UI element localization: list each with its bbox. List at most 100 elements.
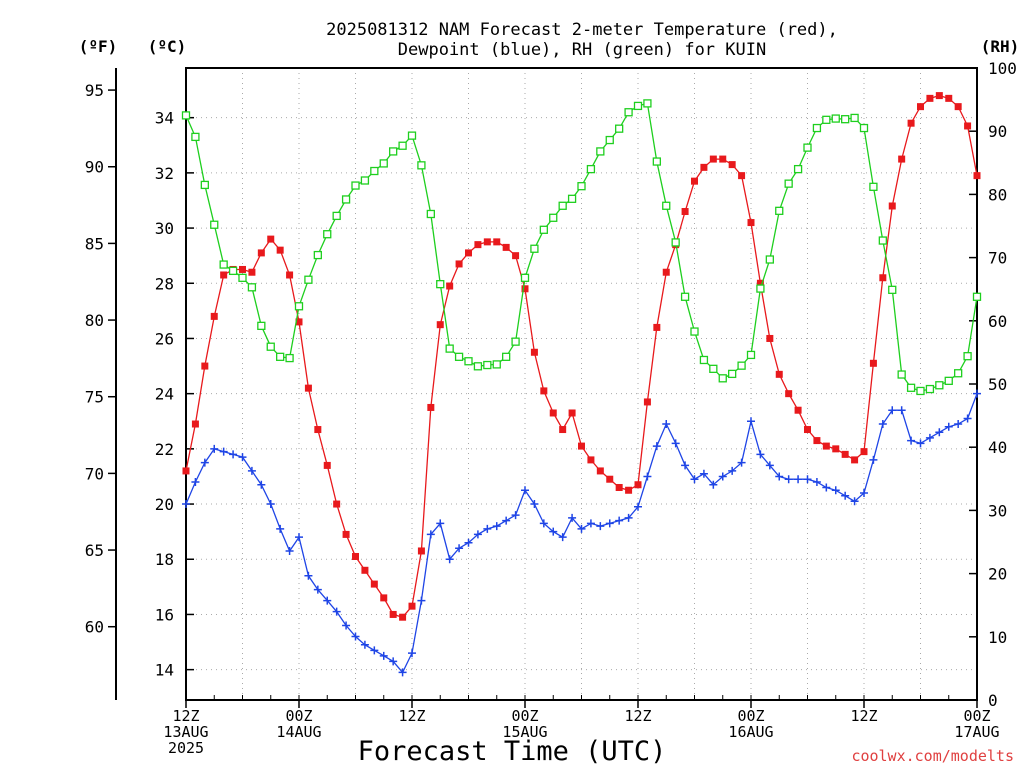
dewpoint-point (850, 497, 859, 506)
rh-point (812, 123, 822, 133)
rh-point (539, 225, 548, 234)
fahrenheit-tick-label: 60 (85, 618, 104, 637)
dewpoint-point (417, 596, 426, 605)
rh-point (313, 250, 322, 260)
rh-point (897, 370, 906, 379)
fahrenheit-tick-label: 75 (85, 388, 104, 407)
celsius-tick-label: 30 (155, 219, 174, 238)
dewpoint-point (878, 420, 887, 429)
rh-point (247, 283, 257, 292)
rh-point (398, 141, 407, 150)
rh-point (963, 352, 972, 361)
temperature-point (785, 390, 793, 398)
temperature-point (465, 249, 472, 257)
dewpoint-point (200, 458, 209, 467)
rh-point (888, 285, 897, 294)
time-tick-label: 00Z (963, 707, 990, 725)
rh-point (549, 213, 558, 222)
rh-point (407, 131, 417, 140)
dewpoint-point (229, 450, 238, 459)
temperature-point (794, 406, 802, 414)
rh-point (596, 147, 605, 156)
rh-point (417, 161, 426, 170)
temperature-point (267, 235, 275, 243)
temperature-point (248, 268, 256, 276)
temperature-point (804, 426, 811, 434)
rh-point (746, 350, 756, 360)
rh-point (389, 147, 398, 156)
fahrenheit-tick-label: 85 (85, 234, 104, 253)
dewpoint-point (860, 489, 868, 498)
rh-point (530, 244, 539, 253)
temperature-point (210, 312, 218, 320)
temperature-point (417, 547, 425, 555)
celsius-tick-label: 22 (155, 440, 174, 459)
time-tick-label: 13AUG (163, 723, 208, 741)
rh-point (341, 195, 351, 204)
temperature-point (813, 437, 821, 445)
dewpoint-point (511, 511, 520, 520)
temperature-point (841, 450, 849, 458)
rh-tick-label: 90 (988, 122, 1007, 141)
rh-point (464, 357, 473, 366)
dewpoint-point (775, 472, 784, 481)
time-tick-label: 00Z (511, 707, 538, 725)
temperature-point (775, 370, 783, 378)
temperature-point (239, 265, 246, 273)
temperature-point (446, 282, 454, 290)
time-tick-label: 17AUG (954, 723, 999, 741)
rh-point (200, 180, 209, 190)
dewpoint-point (426, 530, 435, 539)
time-tick-label: 12Z (624, 707, 651, 725)
rh-point (680, 292, 690, 301)
dewpoint-point (747, 417, 755, 426)
dewpoint-point (182, 500, 190, 509)
rh-point (473, 362, 483, 371)
temperature-point (342, 530, 350, 538)
temperature-point (606, 475, 614, 483)
rh-point (323, 230, 332, 239)
temperature-point (719, 155, 727, 163)
temperature-point (888, 202, 896, 210)
rh-point (228, 266, 238, 276)
dewpoint-point (718, 472, 727, 481)
dewpoint-point (210, 444, 219, 453)
rh-point (351, 181, 360, 190)
dewpoint-point (436, 519, 445, 528)
dewpoint-point (285, 546, 294, 555)
dewpoint-point (973, 389, 981, 398)
rh-point (850, 113, 859, 123)
rh-point (756, 284, 765, 293)
dewpoint-point (332, 607, 341, 616)
temperature-point (926, 94, 934, 102)
rh-point (445, 344, 454, 353)
temperature-point (700, 163, 708, 171)
rh-point (633, 101, 643, 111)
rh-point (737, 361, 746, 370)
time-tick-label: 2025 (168, 739, 204, 757)
dewpoint-point (841, 491, 850, 500)
temperature-point (747, 219, 755, 227)
dewpoint-point (492, 522, 501, 531)
rh-tick-label: 50 (988, 375, 1007, 394)
rh-tick-label: 20 (988, 565, 1007, 584)
temperature-point (935, 92, 943, 100)
dewpoint-point (812, 477, 821, 486)
temperature-point (493, 238, 501, 246)
dewpoint-point (408, 649, 416, 658)
rh-point (841, 115, 850, 124)
dewpoint-point (897, 406, 906, 415)
dewpoint-point (699, 469, 708, 478)
dewpoint-point (360, 640, 369, 649)
temperature-point (295, 318, 303, 326)
dewpoint-point (276, 524, 285, 533)
rh-tick-label: 30 (988, 501, 1007, 520)
dewpoint-point (671, 439, 680, 448)
dewpoint-point (756, 450, 765, 459)
celsius-tick-label: 14 (155, 661, 174, 680)
temperature-point (832, 445, 840, 453)
celsius-tick-label: 28 (155, 274, 174, 293)
x-axis-title: Forecast Time (UTC) (358, 736, 667, 767)
dewpoint-point (323, 596, 332, 605)
rh-point (577, 182, 586, 191)
